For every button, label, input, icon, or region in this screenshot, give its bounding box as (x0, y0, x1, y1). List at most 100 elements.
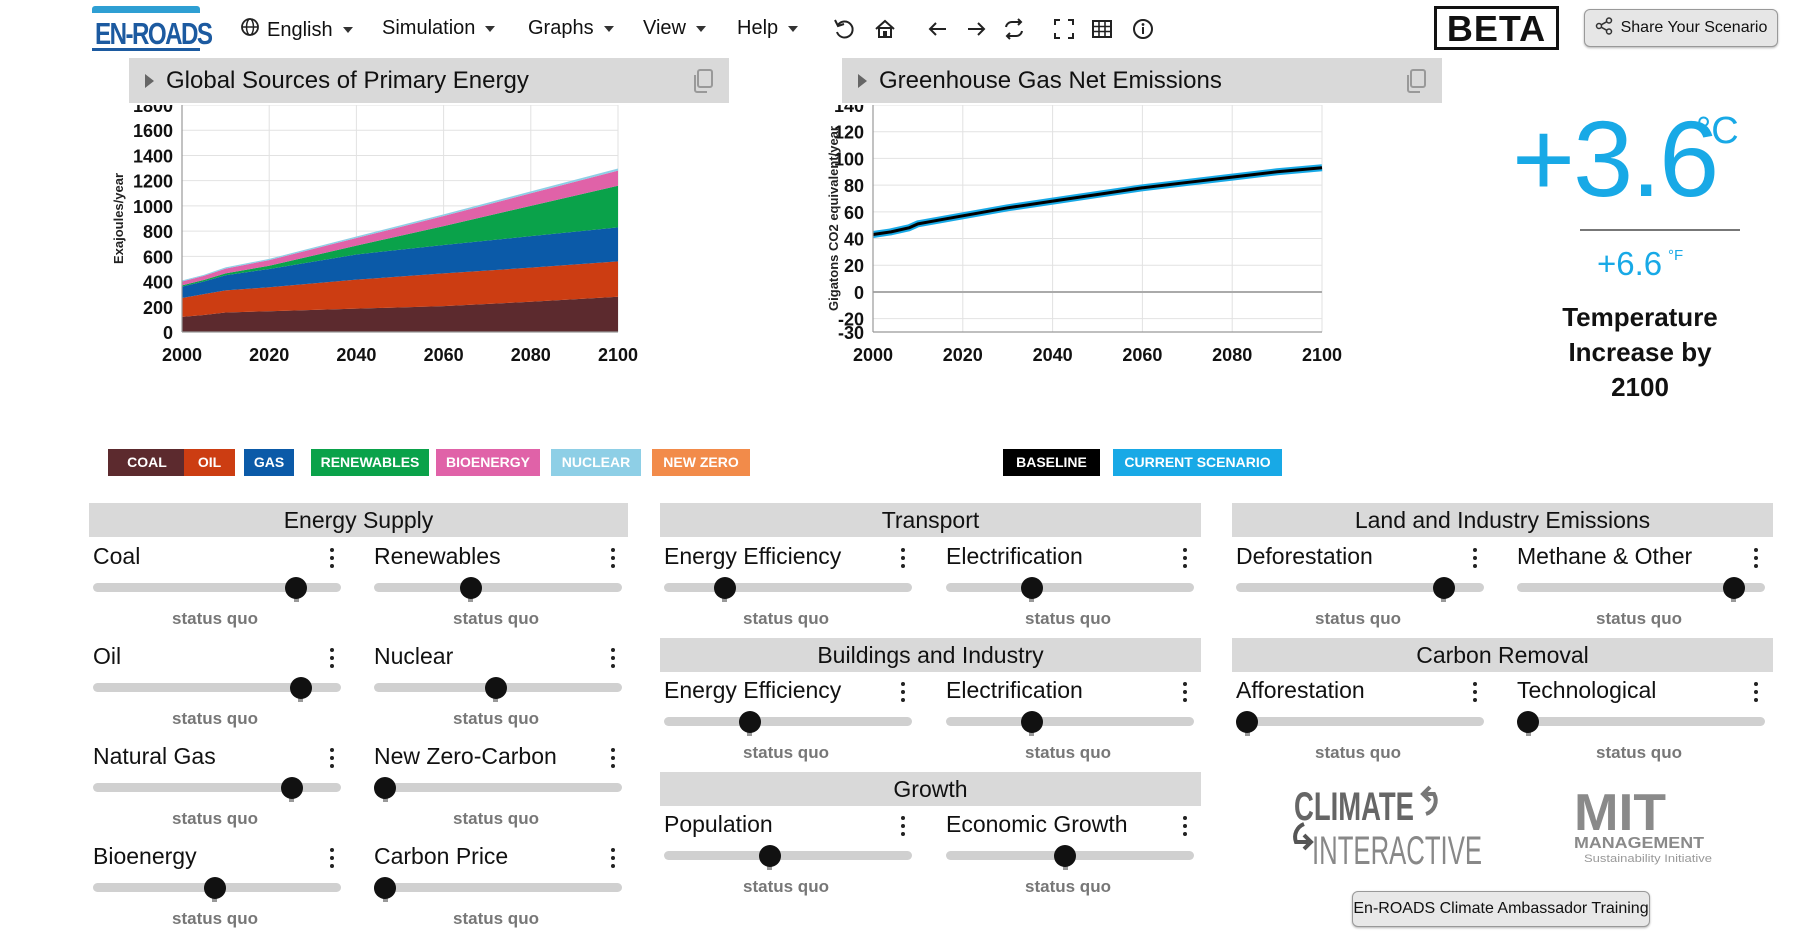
forward-arrow-icon[interactable] (961, 14, 991, 44)
share-scenario-button[interactable]: Share Your Scenario (1584, 9, 1778, 47)
kebab-menu-icon[interactable] (1751, 548, 1761, 572)
menu-graphs[interactable]: Graphs (528, 17, 614, 40)
slider-thumb[interactable] (374, 877, 396, 899)
climate-interactive-logo[interactable]: CLIMATE INTERACTIVE (1284, 784, 1484, 870)
section-transport: Transport (660, 503, 1201, 537)
undo-icon[interactable] (829, 14, 859, 44)
slider-thumb[interactable] (280, 777, 303, 799)
chevron-down-icon (342, 27, 353, 33)
kebab-menu-icon[interactable] (1470, 682, 1480, 706)
slider-thumb[interactable] (1517, 711, 1539, 733)
swap-icon[interactable] (999, 14, 1029, 44)
graph-title-primary-energy: Global Sources of Primary Energy (166, 66, 529, 94)
slider-status: status quo (1025, 609, 1111, 628)
section-growth: Growth (660, 772, 1201, 806)
slider-thumb[interactable] (1020, 711, 1043, 733)
slider-thumb[interactable] (1054, 845, 1077, 867)
kebab-menu-icon[interactable] (608, 848, 618, 872)
copy-icon[interactable] (1404, 68, 1428, 94)
slider-status: status quo (1025, 743, 1111, 762)
mit-management-logo[interactable]: MIT MANAGEMENT Sustainability Initiative (1572, 784, 1712, 870)
kebab-menu-icon[interactable] (608, 648, 618, 672)
legend-chip-nuclear[interactable]: NUCLEAR (551, 449, 641, 476)
kebab-menu-icon[interactable] (898, 816, 908, 840)
slider-thumb[interactable] (484, 677, 507, 699)
slider-thumb[interactable] (203, 877, 226, 899)
menu-view[interactable]: View (643, 17, 706, 40)
slider-thumb[interactable] (738, 711, 761, 733)
slider-track[interactable] (664, 851, 912, 860)
back-arrow-icon[interactable] (923, 14, 953, 44)
kebab-menu-icon[interactable] (1470, 548, 1480, 572)
kebab-menu-icon[interactable] (608, 748, 618, 772)
fullscreen-icon[interactable] (1049, 14, 1079, 44)
legend-chip-gas[interactable]: GAS (244, 449, 294, 476)
legend-chip-renewables[interactable]: RENEWABLES (311, 449, 429, 476)
menu-simulation[interactable]: Simulation (382, 17, 496, 40)
legend-chip-bioenergy[interactable]: BIOENERGY (436, 449, 540, 476)
slider-thumb[interactable] (374, 777, 396, 799)
slider-label: Economic Growth (946, 811, 1128, 837)
table-icon[interactable] (1087, 14, 1117, 44)
y-tick-label: 800 (143, 222, 173, 242)
kebab-menu-icon[interactable] (1180, 548, 1190, 572)
expand-triangle-icon[interactable] (858, 73, 867, 88)
kebab-menu-icon[interactable] (327, 748, 337, 772)
slider-track[interactable] (93, 583, 341, 592)
slider-track[interactable] (664, 583, 912, 592)
slider-track[interactable] (374, 783, 622, 792)
slider-track[interactable] (946, 717, 1194, 726)
slider-thumb[interactable] (758, 845, 781, 867)
kebab-menu-icon[interactable] (327, 548, 337, 572)
legend-chip-oil[interactable]: OIL (184, 449, 235, 476)
slider-thumb[interactable] (459, 577, 482, 599)
slider-track[interactable] (374, 883, 622, 892)
legend-chip-baseline[interactable]: BASELINE (1003, 449, 1100, 476)
y-tick-label: 1600 (133, 121, 173, 141)
slider-track[interactable] (664, 717, 912, 726)
kebab-menu-icon[interactable] (898, 548, 908, 572)
slider-thumb[interactable] (1236, 711, 1258, 733)
kebab-menu-icon[interactable] (608, 548, 618, 572)
kebab-menu-icon[interactable] (1180, 816, 1190, 840)
slider-track[interactable] (1517, 583, 1765, 592)
slider-thumb[interactable] (1432, 577, 1455, 599)
temperature-label-line2: Increase by (1568, 337, 1712, 367)
legend-chip-coal[interactable]: COAL (108, 449, 186, 476)
section-carbon-removal: Carbon Removal (1232, 638, 1773, 672)
kebab-menu-icon[interactable] (1751, 682, 1761, 706)
slider-thumb[interactable] (285, 577, 308, 599)
legend-chip-new-zero[interactable]: NEW ZERO (652, 449, 750, 476)
temperature-fahrenheit: +6.6 (1597, 245, 1663, 282)
slider-thumb[interactable] (289, 677, 312, 699)
slider-thumb[interactable] (1020, 577, 1043, 599)
slider-track[interactable] (374, 583, 622, 592)
ambassador-training-button[interactable]: En-ROADS Climate Ambassador Training (1352, 891, 1650, 927)
info-icon[interactable] (1128, 14, 1158, 44)
home-icon[interactable] (870, 14, 900, 44)
x-tick-label: 2000 (162, 345, 202, 365)
section-energy-supply: Energy Supply (89, 503, 628, 537)
kebab-menu-icon[interactable] (327, 648, 337, 672)
kebab-menu-icon[interactable] (898, 682, 908, 706)
copy-icon[interactable] (691, 68, 715, 94)
slider-label: Renewables (374, 543, 501, 569)
expand-triangle-icon[interactable] (145, 73, 154, 88)
slider-track[interactable] (93, 683, 341, 692)
slider-thumb[interactable] (713, 577, 736, 599)
kebab-menu-icon[interactable] (1180, 682, 1190, 706)
graph-header-emissions[interactable]: Greenhouse Gas Net Emissions (842, 58, 1442, 103)
kebab-menu-icon[interactable] (327, 848, 337, 872)
en-roads-logo[interactable]: EN-ROADS (92, 4, 213, 51)
area-series-gas (182, 227, 618, 298)
slider-track[interactable] (1236, 717, 1484, 726)
slider-track[interactable] (93, 783, 341, 792)
language-menu[interactable]: English (240, 17, 353, 43)
legend-chip-current-scenario[interactable]: CURRENT SCENARIO (1113, 449, 1282, 476)
menu-help[interactable]: Help (737, 17, 799, 40)
slider-track[interactable] (1236, 583, 1484, 592)
graph-header-primary-energy[interactable]: Global Sources of Primary Energy (129, 58, 729, 103)
slider-track[interactable] (1517, 717, 1765, 726)
slider-track[interactable] (946, 583, 1194, 592)
slider-thumb[interactable] (1722, 577, 1745, 599)
